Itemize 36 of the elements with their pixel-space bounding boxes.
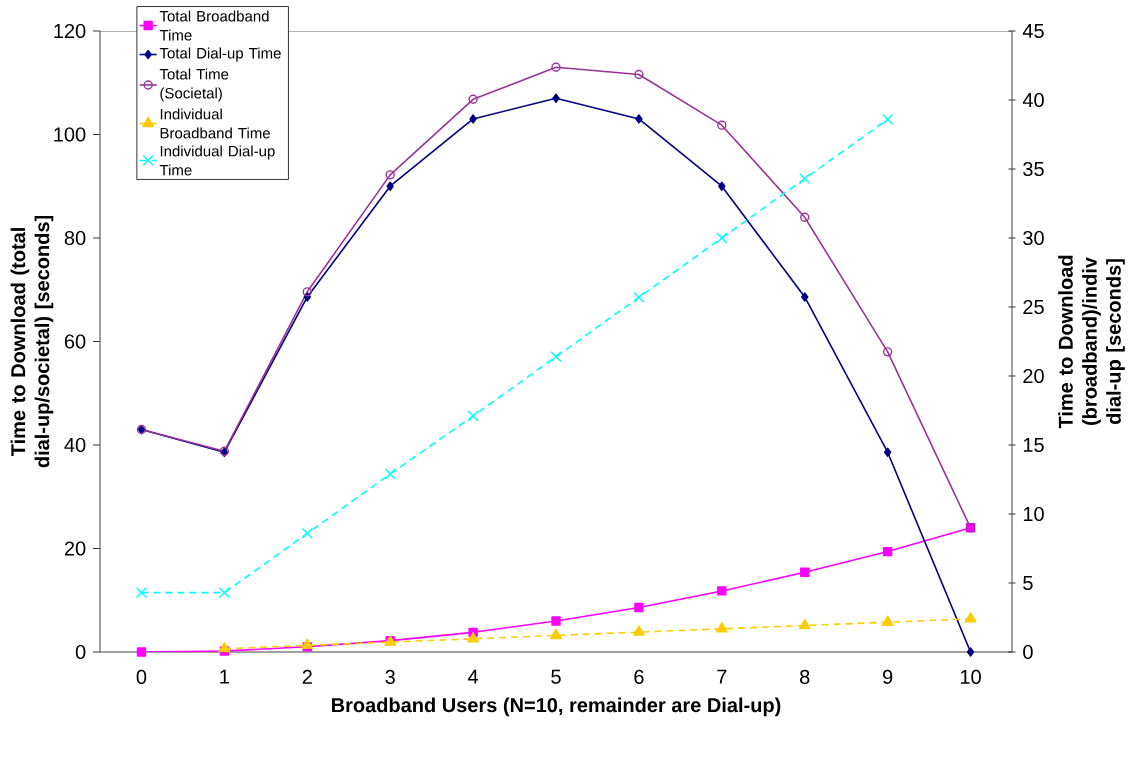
y2-tick-label: 35 xyxy=(1023,161,1044,177)
y2-tick-label: 40 xyxy=(1022,92,1044,108)
legend-label: Total Time (Societal) xyxy=(159,68,229,102)
y-tick-label: 40 xyxy=(64,437,86,453)
y-tick-label: 100 xyxy=(54,127,86,142)
x-tick-label: 6 xyxy=(634,669,644,685)
y2-tick-label: 5 xyxy=(1023,576,1033,590)
legend-label: Individual Dial-up Time xyxy=(159,145,275,176)
y2-tick-label: 30 xyxy=(1023,230,1044,246)
y-tick-label: 0 xyxy=(75,644,86,660)
x-tick-label: 2 xyxy=(302,669,312,684)
y-tick-label: 20 xyxy=(64,541,86,556)
x-tick-label: 8 xyxy=(800,669,810,685)
y2-tick-label: 0 xyxy=(1023,644,1033,660)
y-tick-label: 60 xyxy=(64,334,86,349)
x-tick-label: 7 xyxy=(717,669,727,684)
y2-tick-label: 25 xyxy=(1023,299,1044,315)
y-tick-label: 80 xyxy=(64,230,86,246)
y2-tick-label: 10 xyxy=(1023,506,1044,522)
y-axis-title: Time to Download (total dial-up/societal) [seconds] xyxy=(10,215,54,468)
x-axis-title: Broadband Users (N=10, remainder are Dial-up) xyxy=(332,697,781,717)
x-tick-label: 0 xyxy=(136,669,147,685)
y2-tick-label: 15 xyxy=(1023,438,1044,452)
x-tick-label: 10 xyxy=(960,669,981,685)
legend-label: Total Dial-up Time xyxy=(159,47,281,62)
x-tick-label: 5 xyxy=(551,669,561,684)
y2-tick-label: 20 xyxy=(1023,368,1044,384)
x-tick-label: 4 xyxy=(467,669,479,684)
y-tick-label: 120 xyxy=(54,23,86,39)
legend-label: Individual Broadband Time xyxy=(160,108,270,139)
y2-tick-label: 45 xyxy=(1022,24,1044,38)
y2-axis-title: Time to Download (broadband)/indiv dial-up [seconds] xyxy=(1058,255,1125,429)
x-tick-label: 1 xyxy=(220,669,229,684)
x-tick-label: 9 xyxy=(883,669,893,685)
legend-label: Total Broadband Time xyxy=(159,10,269,41)
x-tick-label: 3 xyxy=(385,669,395,685)
